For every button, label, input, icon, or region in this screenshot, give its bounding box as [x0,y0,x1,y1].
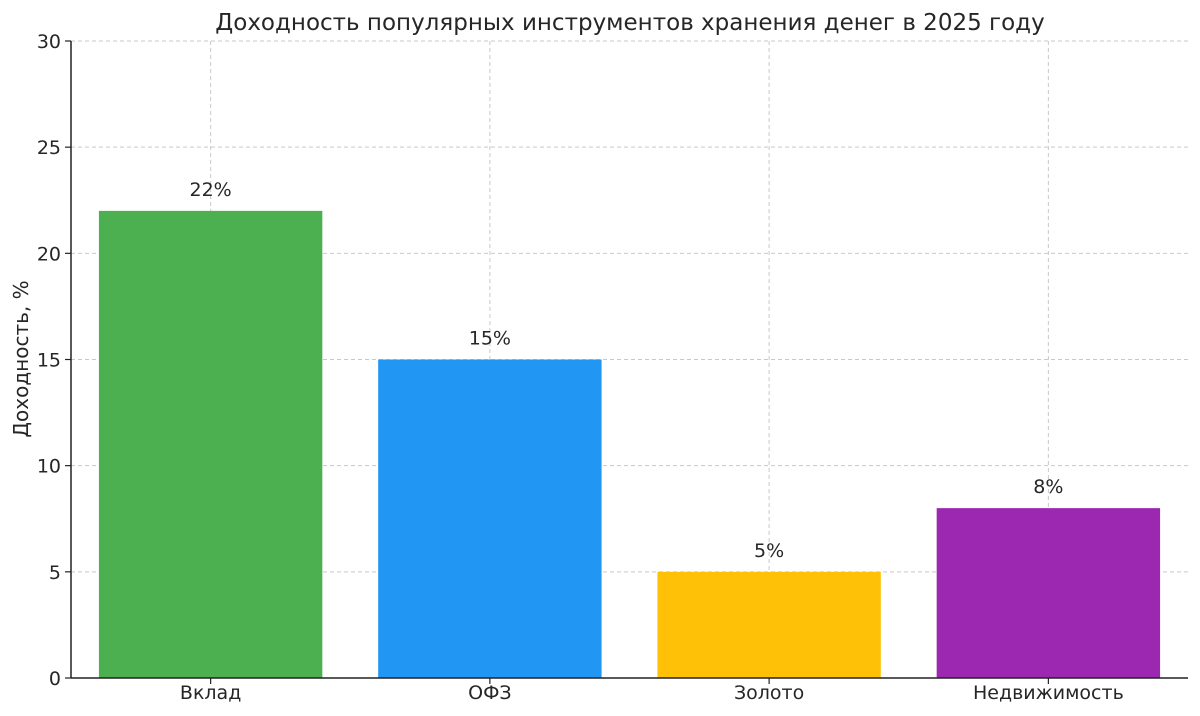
ticks: 0 5 10 15 20 25 30 Вклад ОФЗ Золото Недвижимость [37,31,1124,704]
y-tick-label: 0 [49,668,61,690]
x-tick-label: ОФЗ [468,682,512,704]
chart-title: Доходность популярных инструментов хране… [215,10,1044,36]
bar [936,508,1161,678]
bar [98,210,323,678]
y-tick-label: 25 [37,137,61,159]
x-tick-label: Недвижимость [973,682,1124,704]
bar-value-label: 22% [190,179,232,201]
y-tick-label: 5 [49,562,61,584]
x-tick-label: Золото [734,682,804,704]
y-tick-label: 20 [37,243,61,265]
y-axis-title: Доходность, % [9,280,33,437]
bar-value-label: 15% [469,328,511,350]
bar [378,359,602,678]
x-tick-label: Вклад [180,682,241,704]
y-tick-label: 10 [37,456,61,478]
bars [98,210,1161,678]
y-tick-label: 30 [37,31,61,53]
bar-value-label: 5% [754,540,784,562]
bar [657,571,881,678]
value-labels: 22% 15% 5% 8% [190,179,1064,562]
bar-value-label: 8% [1033,476,1063,498]
y-tick-label: 15 [37,350,61,372]
